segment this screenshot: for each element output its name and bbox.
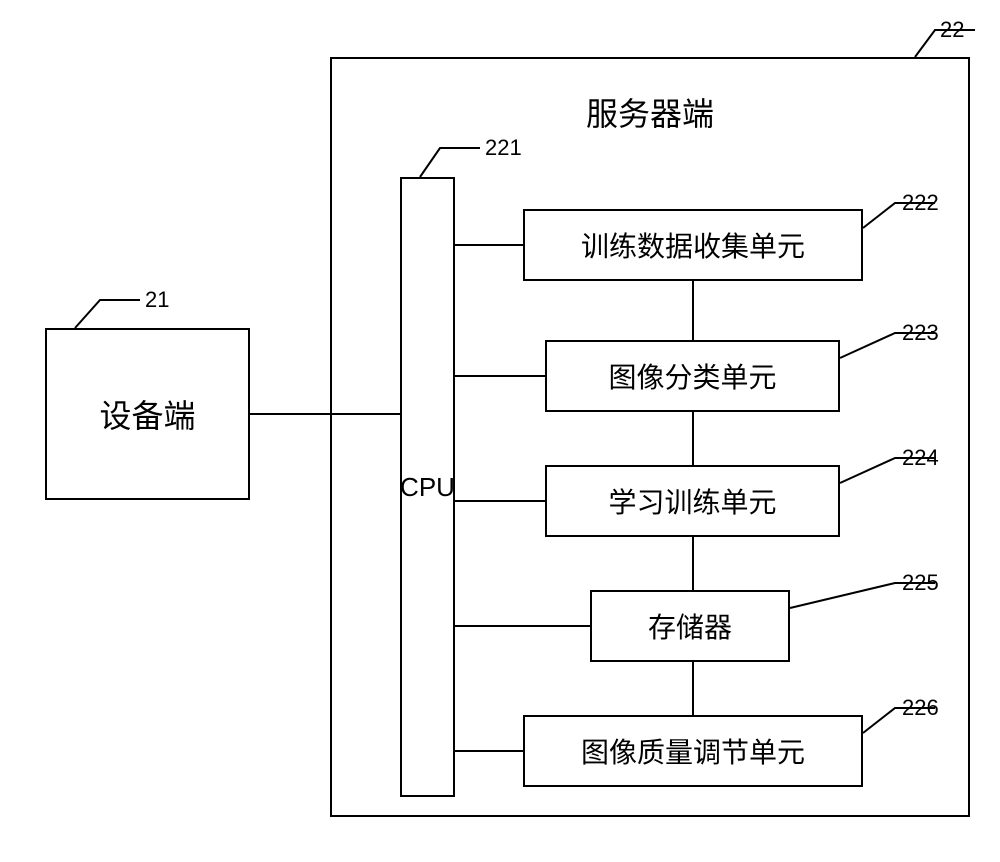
unit5-box: 图像质量调节单元 (523, 715, 863, 787)
unit2-box: 图像分类单元 (545, 340, 840, 412)
unit1-label: 训练数据收集单元 (581, 225, 805, 265)
unit4-label: 存储器 (648, 606, 732, 646)
connector-cpu-unit5 (455, 750, 523, 752)
unit3-box: 学习训练单元 (545, 465, 840, 537)
unit5-label: 图像质量调节单元 (581, 731, 805, 771)
unit4-box: 存储器 (590, 590, 790, 662)
device-box: 设备端 (45, 328, 250, 500)
connector-device-cpu (250, 413, 400, 415)
ref-221: 221 (485, 135, 522, 161)
unit2-label: 图像分类单元 (608, 356, 776, 396)
connector-cpu-unit2 (455, 375, 545, 377)
unit1-box: 训练数据收集单元 (523, 209, 863, 281)
ref-222: 222 (902, 190, 939, 216)
device-label: 设备端 (99, 391, 195, 437)
cpu-label: CPU (400, 472, 455, 503)
connector-u4-u5 (692, 662, 694, 715)
connector-u3-u4 (692, 537, 694, 590)
connector-cpu-unit4 (455, 625, 590, 627)
cpu-box: CPU (400, 177, 455, 797)
ref-226: 226 (902, 695, 939, 721)
ref-224: 224 (902, 445, 939, 471)
connector-u1-u2 (692, 281, 694, 340)
connector-u2-u3 (692, 412, 694, 465)
ref-223: 223 (902, 320, 939, 346)
ref-22: 22 (940, 17, 964, 43)
ref-21: 21 (145, 287, 169, 313)
connector-cpu-unit1 (455, 244, 523, 246)
unit3-label: 学习训练单元 (608, 481, 776, 521)
server-label: 服务器端 (332, 89, 968, 135)
connector-cpu-unit3 (455, 500, 545, 502)
ref-225: 225 (902, 570, 939, 596)
